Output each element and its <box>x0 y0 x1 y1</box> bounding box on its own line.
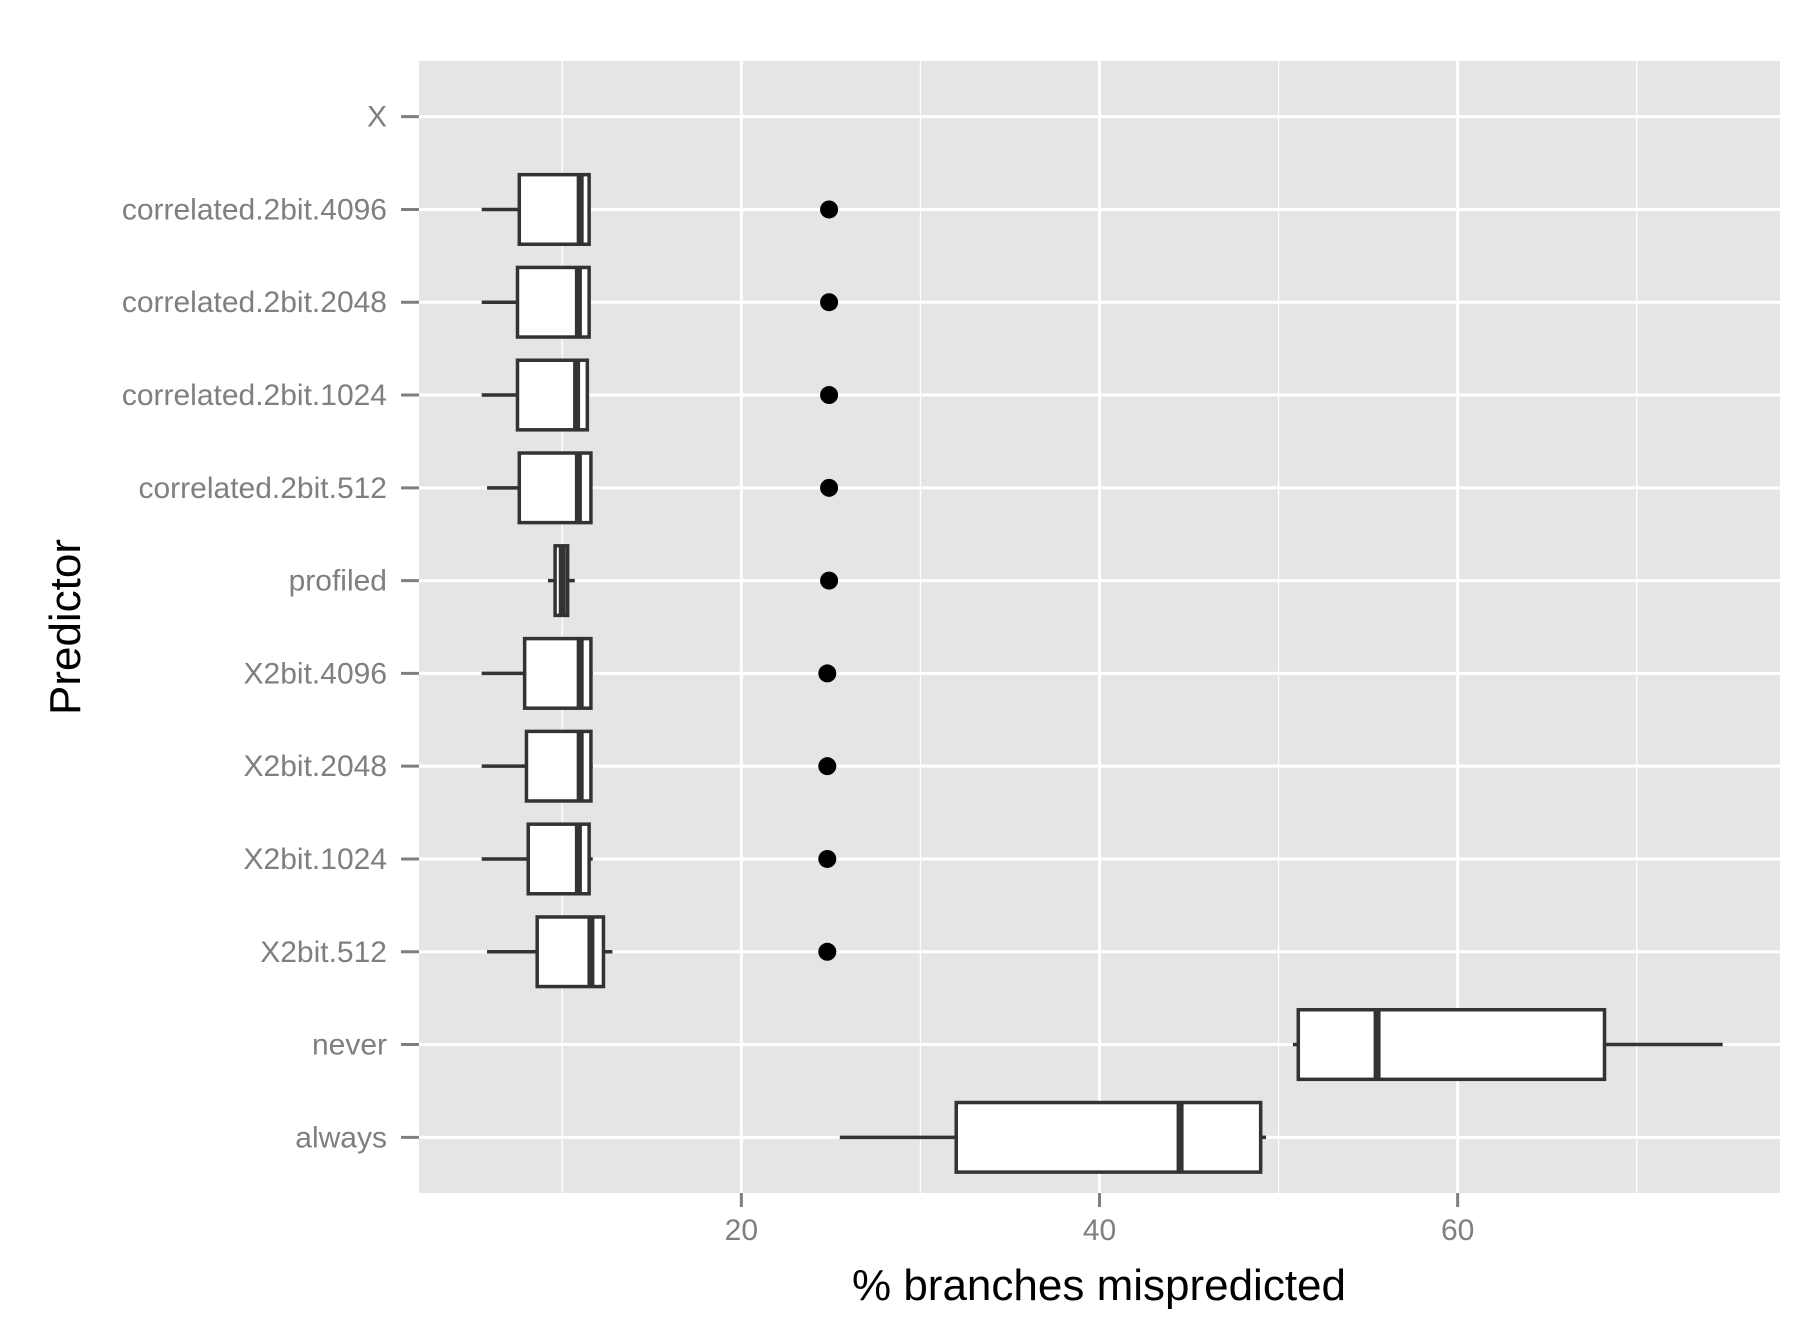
box-X2bit.4096 <box>481 636 837 710</box>
outlier-point <box>818 757 837 776</box>
y-tick-label: correlated.2bit.2048 <box>122 286 387 319</box>
y-tick-label: always <box>295 1121 387 1154</box>
y-axis: always never X2bit.512 X2bit.1024 X2bit.2048… <box>122 101 419 1154</box>
box-always <box>839 1100 1267 1174</box>
box-X2bit.2048 <box>481 729 837 803</box>
y-tick-label: correlated.2bit.512 <box>139 472 388 505</box>
box-correlated.2bit.4096 <box>481 172 839 247</box>
y-axis-title: Predictor <box>41 539 90 715</box>
box-correlated.2bit.1024 <box>481 358 839 432</box>
box-correlated.2bit.2048 <box>481 265 839 339</box>
box-X2bit.512 <box>487 915 837 989</box>
y-tick-label: X2bit.4096 <box>244 657 387 690</box>
x-tick-label: 40 <box>1083 1214 1116 1247</box>
y-tick-label: X <box>367 101 387 134</box>
y-tick-label: X2bit.1024 <box>244 843 387 876</box>
outlier-point <box>818 664 837 683</box>
y-tick-label: X2bit.2048 <box>244 750 387 783</box>
box-correlated.2bit.512 <box>487 451 839 525</box>
outlier-point <box>820 386 839 405</box>
major-gridlines <box>419 61 1780 1193</box>
y-tick-label: correlated.2bit.1024 <box>122 379 387 412</box>
outlier-point <box>820 200 839 219</box>
outlier-point <box>820 478 839 497</box>
x-tick-label: 20 <box>725 1214 758 1247</box>
x-axis-title: % branches mispredicted <box>852 1261 1346 1310</box>
box-iqr <box>1296 1007 1607 1082</box>
outlier-point <box>818 942 837 961</box>
box-never <box>1292 1007 1723 1082</box>
box-profiled <box>547 544 839 618</box>
box-X2bit.1024 <box>481 822 837 896</box>
box-marks <box>481 172 1723 1174</box>
box-iqr <box>954 1100 1263 1174</box>
outlier-point <box>820 293 839 312</box>
y-tick-label: never <box>312 1029 387 1062</box>
y-tick-label: correlated.2bit.4096 <box>122 193 387 226</box>
y-tick-label: X2bit.512 <box>260 936 387 969</box>
minor-gridlines <box>561 61 1638 1193</box>
y-tick-label: profiled <box>289 565 387 598</box>
outlier-point <box>820 571 839 590</box>
x-axis: 20 40 60 <box>725 1193 1474 1247</box>
x-tick-label: 60 <box>1441 1214 1474 1247</box>
outlier-point <box>818 849 837 868</box>
